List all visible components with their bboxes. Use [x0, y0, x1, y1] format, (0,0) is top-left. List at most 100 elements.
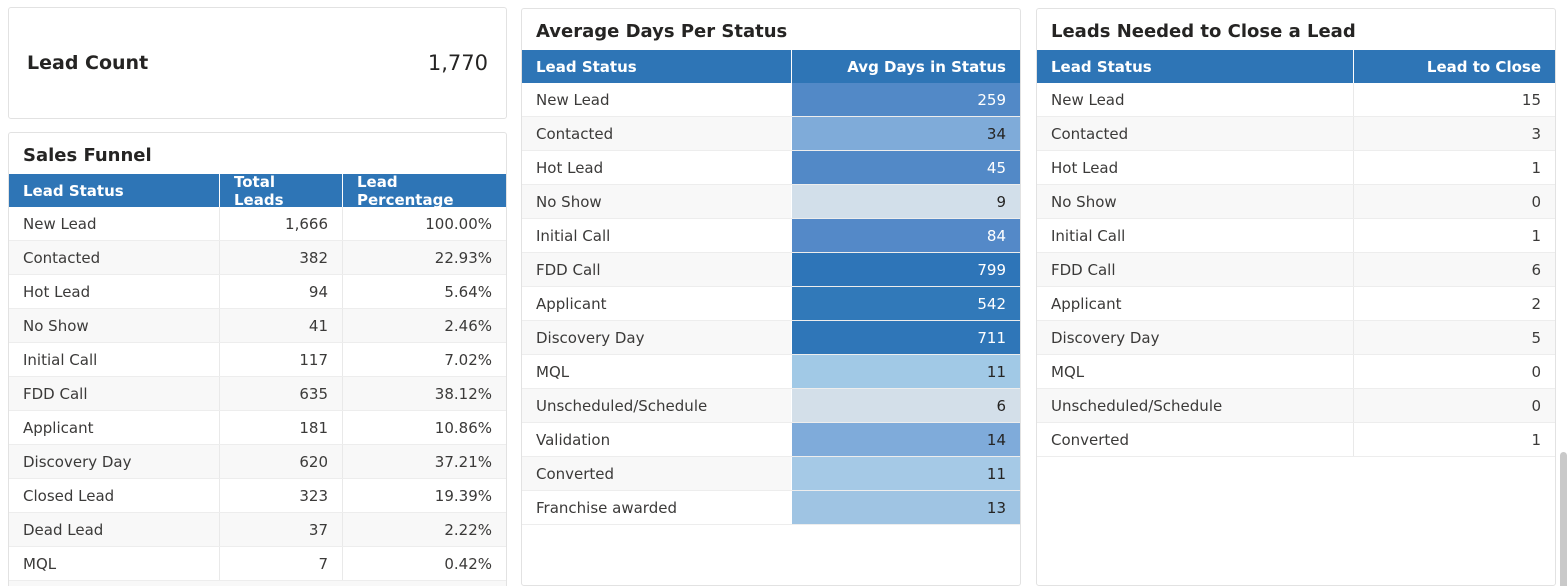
table-row[interactable]: Unscheduled/Schedule 0 [1037, 389, 1555, 423]
table-row[interactable]: Franchise awarded 13 [522, 491, 1020, 525]
leads-to-close-header-lead-status[interactable]: Lead Status [1051, 57, 1152, 76]
table-row[interactable]: No Show 0 [1037, 185, 1555, 219]
table-row[interactable]: Discovery Day 620 37.21% [9, 445, 506, 479]
table-row[interactable]: New Lead 1,666 100.00% [9, 207, 506, 241]
total-leads-cell: 37 [219, 513, 342, 546]
status-cell: MQL [1051, 362, 1085, 381]
avg-days-heat-cell: 711 [791, 321, 1020, 354]
avg-days-heat-cell: 6 [791, 389, 1020, 422]
status-cell: No Show [1051, 192, 1117, 211]
avg-days-header-avg-days[interactable]: Avg Days in Status [791, 50, 1020, 83]
table-row[interactable]: New Lead 15 [1037, 83, 1555, 117]
sales-funnel-header-total-leads[interactable]: Total Leads [219, 173, 342, 209]
vertical-scrollbar-thumb[interactable] [1560, 452, 1567, 586]
total-leads-cell: 382 [219, 241, 342, 274]
lead-percentage-cell: 2.22% [342, 513, 506, 546]
table-row[interactable]: No Show 41 2.46% [9, 309, 506, 343]
table-row[interactable]: Contacted 34 [522, 117, 1020, 151]
leads-to-close-body: New Lead 15 Contacted 3 Hot Lead 1 No Sh… [1037, 83, 1555, 457]
table-row[interactable]: Contacted 3 [1037, 117, 1555, 151]
avg-days-heat-cell: 11 [791, 457, 1020, 490]
total-leads-cell: 181 [219, 411, 342, 444]
status-cell: Unscheduled/Schedule [1051, 396, 1223, 415]
table-row[interactable]: Initial Call 84 [522, 219, 1020, 253]
lead-to-close-cell: 6 [1353, 253, 1555, 286]
table-row[interactable]: Discovery Day 711 [522, 321, 1020, 355]
sales-funnel-header-lead-percentage[interactable]: Lead Percentage [342, 173, 506, 209]
status-cell: FDD Call [23, 384, 88, 403]
lead-to-close-cell: 0 [1353, 355, 1555, 388]
table-row[interactable]: Initial Call 117 7.02% [9, 343, 506, 377]
avg-days-header-lead-status[interactable]: Lead Status [536, 57, 637, 76]
status-cell: Dead Lead [23, 520, 104, 539]
status-cell: Applicant [536, 294, 607, 313]
lead-percentage-cell: 22.93% [342, 241, 506, 274]
avg-days-heat-cell: 84 [791, 219, 1020, 252]
table-row[interactable]: MQL 0 [1037, 355, 1555, 389]
status-cell: No Show [536, 192, 602, 211]
total-leads-cell: 635 [219, 377, 342, 410]
lead-count-title: Lead Count [27, 52, 149, 74]
status-cell: Unscheduled/Schedule [536, 396, 708, 415]
table-row[interactable]: FDD Call 6 [1037, 253, 1555, 287]
lead-to-close-cell: 0 [1353, 185, 1555, 218]
total-leads-cell: 7 [219, 547, 342, 580]
table-row[interactable]: Dead Lead 37 2.22% [9, 513, 506, 547]
leads-to-close-title: Leads Needed to Close a Lead [1051, 21, 1356, 42]
lead-percentage-cell: 37.21% [342, 445, 506, 478]
lead-percentage-cell: 2.46% [342, 309, 506, 342]
avg-days-card: Average Days Per Status Lead Status Avg … [521, 8, 1021, 586]
lead-percentage-cell: 38.12% [342, 377, 506, 410]
status-cell: Hot Lead [536, 158, 604, 177]
lead-percentage-cell: 10.86% [342, 411, 506, 444]
lead-to-close-cell: 5 [1353, 321, 1555, 354]
status-cell: Hot Lead [23, 282, 91, 301]
status-cell: MQL [536, 362, 570, 381]
leads-to-close-card: Leads Needed to Close a Lead Lead Status… [1036, 8, 1556, 586]
status-cell: Applicant [23, 418, 94, 437]
total-leads-cell: 117 [219, 343, 342, 376]
table-row[interactable]: Validation 14 [522, 423, 1020, 457]
table-row[interactable]: Initial Call 1 [1037, 219, 1555, 253]
table-row[interactable]: FDD Call 799 [522, 253, 1020, 287]
table-row[interactable]: Converted 11 [522, 457, 1020, 491]
table-row[interactable]: MQL 7 0.42% [9, 547, 506, 581]
table-row[interactable]: Closed Lead 323 19.39% [9, 479, 506, 513]
total-leads-cell: 620 [219, 445, 342, 478]
lead-to-close-cell: 15 [1353, 83, 1555, 116]
lead-to-close-cell: 1 [1353, 423, 1555, 456]
status-cell: Initial Call [1051, 226, 1126, 245]
table-row[interactable]: Hot Lead 94 5.64% [9, 275, 506, 309]
lead-count-card: Lead Count 1,770 [8, 7, 507, 119]
leads-to-close-header-lead-to-close[interactable]: Lead to Close [1353, 50, 1555, 83]
sales-funnel-header-lead-status[interactable]: Lead Status [23, 181, 124, 200]
table-row[interactable]: Applicant 181 10.86% [9, 411, 506, 445]
avg-days-heat-cell: 11 [791, 355, 1020, 388]
status-cell: New Lead [1051, 90, 1125, 109]
table-row[interactable]: No Show 9 [522, 185, 1020, 219]
table-row[interactable]: Converted 1 [1037, 423, 1555, 457]
status-cell: Initial Call [23, 350, 98, 369]
avg-days-body: New Lead 259 Contacted 34 Hot Lead 45 No… [522, 83, 1020, 525]
status-cell: Franchise awarded [536, 498, 677, 517]
table-row[interactable]: Unscheduled/Schedule 6 [522, 389, 1020, 423]
table-row[interactable]: Contacted 382 22.93% [9, 241, 506, 275]
table-row[interactable]: Discovery Day 5 [1037, 321, 1555, 355]
table-row[interactable]: New Lead 259 [522, 83, 1020, 117]
avg-days-heat-cell: 13 [791, 491, 1020, 524]
table-row[interactable]: Applicant 2 [1037, 287, 1555, 321]
status-cell: Discovery Day [536, 328, 645, 347]
avg-days-header-row: Lead Status Avg Days in Status [522, 50, 1020, 83]
table-row[interactable]: Hot Lead 1 [1037, 151, 1555, 185]
table-row[interactable]: Applicant 542 [522, 287, 1020, 321]
table-row[interactable]: MQL 11 [522, 355, 1020, 389]
avg-days-heat-cell: 259 [791, 83, 1020, 116]
lead-to-close-cell: 2 [1353, 287, 1555, 320]
avg-days-heat-cell: 34 [791, 117, 1020, 150]
lead-percentage-cell: 0.42% [342, 547, 506, 580]
avg-days-title: Average Days Per Status [536, 21, 788, 42]
sales-funnel-title: Sales Funnel [23, 145, 152, 166]
avg-days-heat-cell: 9 [791, 185, 1020, 218]
table-row[interactable]: FDD Call 635 38.12% [9, 377, 506, 411]
table-row[interactable]: Hot Lead 45 [522, 151, 1020, 185]
